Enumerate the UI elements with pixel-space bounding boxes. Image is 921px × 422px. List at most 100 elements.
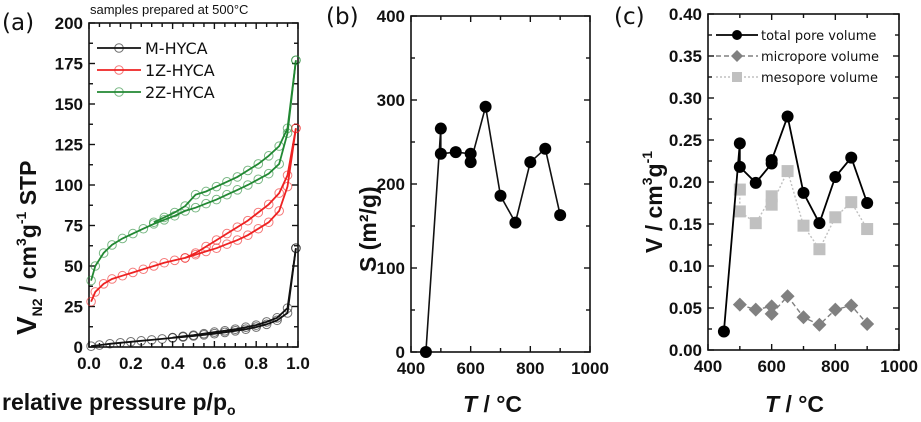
panel-b-series	[419, 100, 567, 358]
panel-a-ytick-label: 25	[64, 298, 83, 317]
adsorption-point	[201, 246, 211, 257]
surface-area-line	[425, 106, 561, 353]
desorption-point	[180, 201, 190, 211]
panel-b-ylabel: S (m²/g)	[355, 186, 381, 272]
desorption-point	[178, 331, 188, 342]
legend-label: total pore volume	[761, 29, 876, 44]
desorption-point	[291, 243, 301, 253]
adsorption-point	[201, 198, 211, 209]
adsorption-point	[261, 319, 272, 330]
panel-c-ytick-label: 0.00	[669, 341, 702, 360]
series-point	[797, 219, 810, 232]
series-point	[845, 196, 858, 209]
adsorption-point	[105, 338, 115, 349]
panel-a-ylabel-sup2: -1	[13, 211, 29, 224]
adsorption-point	[274, 206, 284, 216]
panel-c-ytick-label: 0.05	[669, 299, 702, 318]
adsorption-point	[117, 233, 128, 244]
desorption-point	[188, 330, 199, 340]
surface-area-point	[464, 156, 477, 169]
adsorption-point	[274, 159, 284, 169]
panel-c-ytick-label: 0.15	[669, 215, 702, 234]
desorption-point	[243, 215, 253, 226]
adsorption-point	[243, 180, 253, 190]
adsorption-point	[190, 202, 201, 213]
adsorption-point	[243, 230, 253, 241]
adsorption-point	[98, 279, 109, 289]
desorption-line	[172, 248, 297, 339]
adsorption-point	[86, 296, 96, 307]
panel-a-ytick-label: 75	[64, 217, 83, 236]
series-point	[749, 176, 762, 189]
legend-marker	[114, 65, 124, 75]
series-point	[733, 137, 746, 150]
desorption-point	[261, 317, 272, 327]
surface-area-point	[449, 146, 462, 159]
panel-c-xtick-label: 1000	[880, 357, 918, 376]
series-point	[861, 197, 874, 209]
surface-area-point	[554, 209, 567, 222]
adsorption-point	[263, 217, 274, 228]
adsorption-point	[117, 270, 128, 281]
adsorption-point	[146, 335, 157, 345]
series-point	[765, 154, 778, 167]
desorption-point	[167, 332, 178, 343]
series-point	[796, 310, 811, 325]
desorption-point	[220, 326, 230, 336]
desorption-point	[201, 186, 211, 197]
adsorption-point	[222, 189, 232, 200]
series-point	[780, 289, 795, 304]
panel-b-xlabel-t: T	[463, 391, 479, 417]
legend-item-m-hyca: M-HYCA	[97, 39, 208, 58]
desorption-point	[222, 228, 232, 239]
panel-c-ytick-label: 0.40	[669, 5, 702, 24]
series-point	[828, 302, 843, 317]
panel-a-ylabel-rest: / cm	[15, 246, 41, 298]
legend-marker	[114, 87, 124, 97]
legend-marker	[731, 50, 743, 62]
panel-b-axes: 400 600 800 1000 0 100 200 300 400	[377, 7, 609, 378]
panel-a-ylabel-v: V	[11, 316, 42, 335]
panel-c-xlabel-unit: / °C	[779, 391, 824, 417]
panel-b-ytick-label: 400	[377, 7, 405, 26]
panel-c-series-micropore-volume	[732, 289, 875, 332]
surface-area-point	[494, 189, 507, 202]
desorption-point	[169, 207, 180, 218]
series-point	[829, 211, 842, 224]
surface-area-point	[434, 147, 447, 160]
adsorption-point	[94, 340, 105, 350]
desorption-point	[253, 159, 264, 169]
panel-b-xtick-label: 1000	[571, 359, 609, 378]
adsorption-point	[232, 235, 243, 245]
panel-a-ylabel: VN2 / cm3g-1 STP	[11, 161, 45, 335]
desorption-point	[209, 327, 220, 337]
adsorption-point	[159, 215, 170, 225]
series-point	[748, 302, 763, 317]
series-point	[813, 243, 826, 256]
panel-c-xlabel: T / °C	[765, 391, 824, 417]
panel-a-xtick-label: 0.6	[203, 354, 227, 373]
panel-b-xtick-label: 400	[397, 359, 425, 378]
legend-item-micropore-volume: micropore volume	[716, 50, 879, 65]
panel-a-xtick-label: 0.4	[161, 354, 185, 373]
panel-b-xlabel-unit: / °C	[477, 391, 522, 417]
panel-c-ytick-label: 0.20	[669, 173, 702, 192]
series-point	[732, 297, 747, 312]
adsorption-point	[169, 255, 180, 266]
panel-a-xtick-label: 0.2	[119, 354, 143, 373]
panel-c-ytick-label: 0.25	[669, 131, 702, 150]
series-point	[845, 151, 858, 164]
adsorption-point	[107, 240, 117, 250]
adsorption-point	[138, 223, 149, 234]
panel-c-label: (c)	[614, 4, 645, 30]
panel-a-ytick-label: 175	[55, 55, 83, 74]
desorption-point	[230, 324, 241, 334]
legend-item-mesopore-volume: mesopore volume	[716, 71, 878, 86]
desorption-point	[251, 320, 262, 330]
adsorption-point	[282, 181, 293, 192]
desorption-point	[180, 253, 190, 263]
legend-marker	[732, 72, 742, 82]
panel-a-axes: 0.0 0.2 0.4 0.6 0.8 1.0 0 25 50 75 100 125 150 175 200	[55, 14, 310, 373]
adsorption-point	[272, 315, 282, 326]
panel-a-label: (a)	[2, 10, 34, 36]
